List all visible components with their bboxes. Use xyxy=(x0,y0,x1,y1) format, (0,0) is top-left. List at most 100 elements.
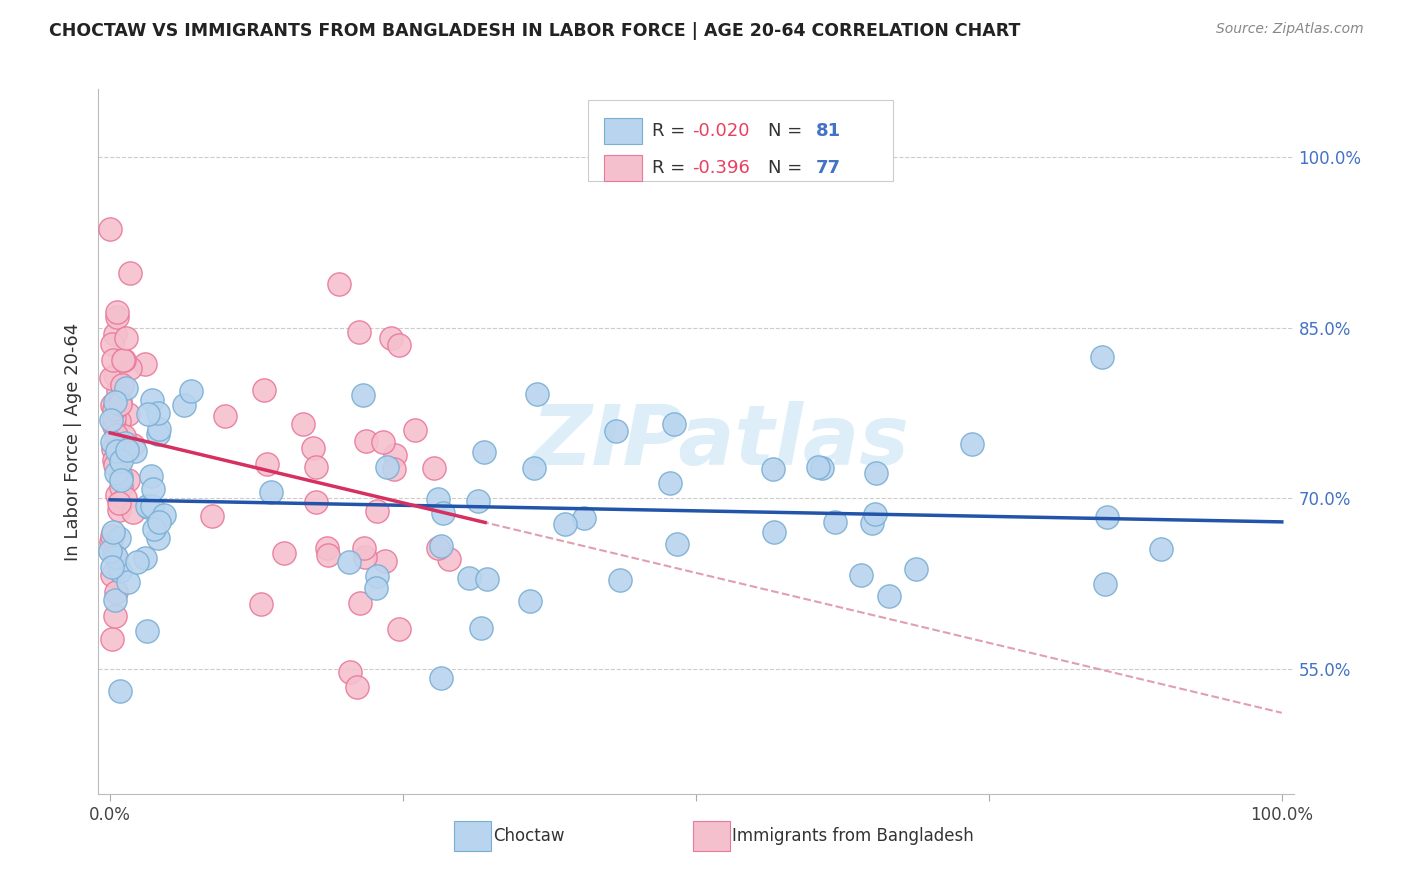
Point xyxy=(388,622,411,636)
Point xyxy=(339,665,361,680)
Point xyxy=(101,337,124,351)
Point xyxy=(108,684,131,698)
FancyBboxPatch shape xyxy=(589,100,893,181)
Point xyxy=(105,305,128,319)
Point xyxy=(101,435,124,450)
Point xyxy=(380,331,402,345)
Point xyxy=(114,381,136,395)
Point xyxy=(103,401,125,416)
Point xyxy=(98,544,121,558)
Point xyxy=(761,461,783,475)
Point xyxy=(101,567,124,582)
Point xyxy=(763,524,786,539)
Point xyxy=(432,506,454,520)
Point xyxy=(141,469,163,483)
Point xyxy=(472,444,495,458)
Point xyxy=(318,548,340,562)
Point xyxy=(457,570,479,584)
Point xyxy=(105,428,128,442)
Point xyxy=(104,458,127,473)
Point xyxy=(117,407,139,421)
Point xyxy=(353,541,375,556)
Point xyxy=(148,515,170,529)
Point xyxy=(146,427,169,442)
Point xyxy=(110,396,132,410)
Point xyxy=(349,326,371,340)
Point xyxy=(384,448,406,462)
Point xyxy=(111,377,134,392)
Point xyxy=(148,406,170,420)
Point xyxy=(807,459,830,474)
Point xyxy=(134,357,156,371)
Point xyxy=(860,516,883,530)
Text: CHOCTAW VS IMMIGRANTS FROM BANGLADESH IN LABOR FORCE | AGE 20-64 CORRELATION CHA: CHOCTAW VS IMMIGRANTS FROM BANGLADESH IN… xyxy=(49,22,1021,40)
Point xyxy=(100,221,122,235)
Point xyxy=(103,453,125,467)
Text: Choctaw: Choctaw xyxy=(494,827,564,845)
Point xyxy=(349,596,371,610)
Point xyxy=(849,568,872,582)
Point xyxy=(117,473,139,487)
Point xyxy=(114,435,136,450)
Point xyxy=(110,564,132,578)
Point xyxy=(104,466,127,480)
Point xyxy=(366,569,388,583)
Point xyxy=(136,500,159,515)
Point xyxy=(146,531,169,545)
Point xyxy=(104,549,127,564)
Point xyxy=(101,529,124,543)
Point xyxy=(136,499,159,513)
Point xyxy=(114,491,136,505)
Point xyxy=(904,562,927,576)
Point xyxy=(127,555,149,569)
Point xyxy=(250,597,273,611)
Point xyxy=(122,506,145,520)
Point xyxy=(103,419,125,434)
Point xyxy=(108,531,131,545)
Point xyxy=(141,499,163,513)
Point xyxy=(609,573,631,587)
Point xyxy=(101,632,124,647)
Point xyxy=(664,417,686,432)
Point xyxy=(108,496,131,510)
Text: N =: N = xyxy=(768,159,807,177)
Point xyxy=(346,680,368,694)
Point xyxy=(103,411,125,425)
Point xyxy=(824,515,846,529)
Point xyxy=(1094,577,1116,591)
Point xyxy=(470,621,492,635)
Point xyxy=(104,327,127,342)
Point xyxy=(108,414,131,428)
Point xyxy=(605,424,627,438)
Point xyxy=(200,508,222,523)
Point xyxy=(467,494,489,508)
FancyBboxPatch shape xyxy=(605,155,643,181)
Text: N =: N = xyxy=(768,122,807,140)
Point xyxy=(352,388,374,402)
Point xyxy=(523,461,546,475)
Point xyxy=(107,457,129,471)
Point xyxy=(328,277,350,292)
Point xyxy=(374,554,396,568)
Point xyxy=(423,461,446,475)
Point xyxy=(1095,509,1118,524)
Point xyxy=(114,331,136,345)
Point xyxy=(388,338,411,352)
Point xyxy=(105,488,128,502)
Point xyxy=(104,585,127,599)
Text: 81: 81 xyxy=(815,122,841,140)
Point xyxy=(121,437,143,451)
Point xyxy=(366,581,388,595)
Point xyxy=(291,417,314,432)
Y-axis label: In Labor Force | Age 20-64: In Labor Force | Age 20-64 xyxy=(63,322,82,561)
Point xyxy=(152,508,174,522)
Point xyxy=(877,589,900,603)
Point xyxy=(115,442,138,457)
Point xyxy=(301,442,323,456)
Text: Immigrants from Bangladesh: Immigrants from Bangladesh xyxy=(733,827,973,845)
Point xyxy=(519,593,541,607)
Point xyxy=(863,507,886,521)
Point xyxy=(136,624,159,638)
Point xyxy=(103,524,125,539)
Point xyxy=(110,470,132,484)
